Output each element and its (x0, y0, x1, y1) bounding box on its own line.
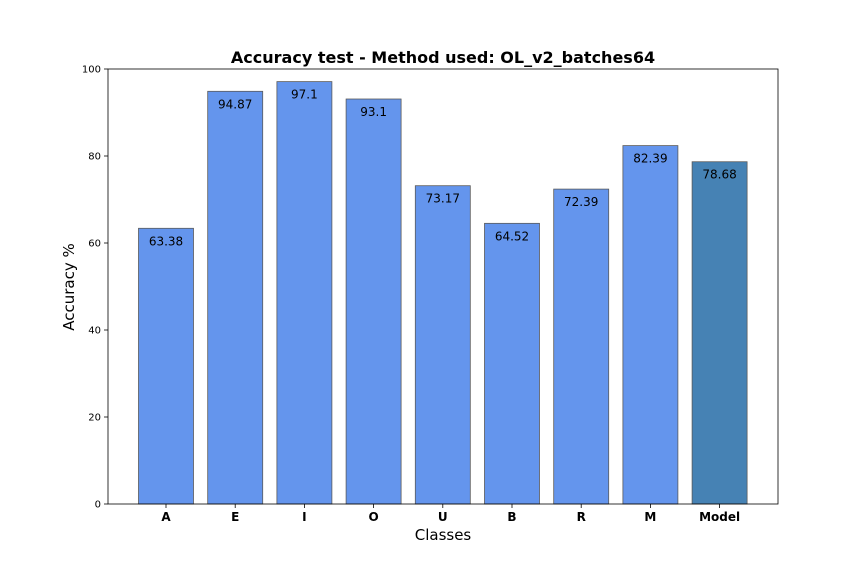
y-axis-label: Accuracy % (60, 243, 78, 331)
bar-b (484, 222, 540, 505)
y-tick-label-40: 40 (88, 326, 101, 337)
x-tick-label-u: U (438, 510, 448, 524)
bar-i (276, 81, 333, 505)
bar-model (691, 161, 748, 505)
data-label-m: 82.39 (633, 152, 667, 166)
y-tick-label-80: 80 (88, 152, 101, 163)
x-tick-label-a: A (161, 510, 171, 524)
bar-u (414, 185, 471, 505)
axes-frame (107, 68, 779, 505)
bar-e (207, 90, 264, 505)
bar-a (138, 227, 194, 505)
x-tick-label-m: M (644, 510, 656, 524)
bar-r (553, 188, 610, 505)
data-label-b: 64.52 (495, 229, 529, 243)
chart-title: Accuracy test - Method used: OL_v2_batch… (231, 48, 655, 67)
x-tick-label-e: E (231, 510, 239, 524)
data-label-i: 97.1 (291, 88, 318, 102)
y-tick-label-100: 100 (82, 65, 101, 76)
y-tick-label-60: 60 (88, 239, 101, 250)
x-tick-label-o: O (368, 510, 378, 524)
x-tick-label-r: R (577, 510, 586, 524)
x-axis-label: Classes (415, 526, 472, 544)
x-tick-label-i: I (302, 510, 306, 524)
data-label-r: 72.39 (564, 195, 598, 209)
bar-o (345, 98, 402, 505)
x-tick-label-model: Model (699, 510, 740, 524)
data-label-o: 93.1 (360, 105, 387, 119)
data-label-model: 78.68 (702, 168, 736, 182)
plot-area: 63.38 A 94.87 E 97.1 I 93.1 O 73.17 U 64.52 B 72.39 R… (82, 65, 779, 524)
bar-m (622, 145, 679, 505)
y-tick-label-0: 0 (95, 500, 101, 511)
data-label-u: 73.17 (426, 192, 460, 206)
data-label-a: 63.38 (149, 234, 183, 248)
data-label-e: 94.87 (218, 97, 252, 111)
y-tick-label-20: 20 (88, 413, 101, 424)
x-tick-label-b: B (507, 510, 516, 524)
